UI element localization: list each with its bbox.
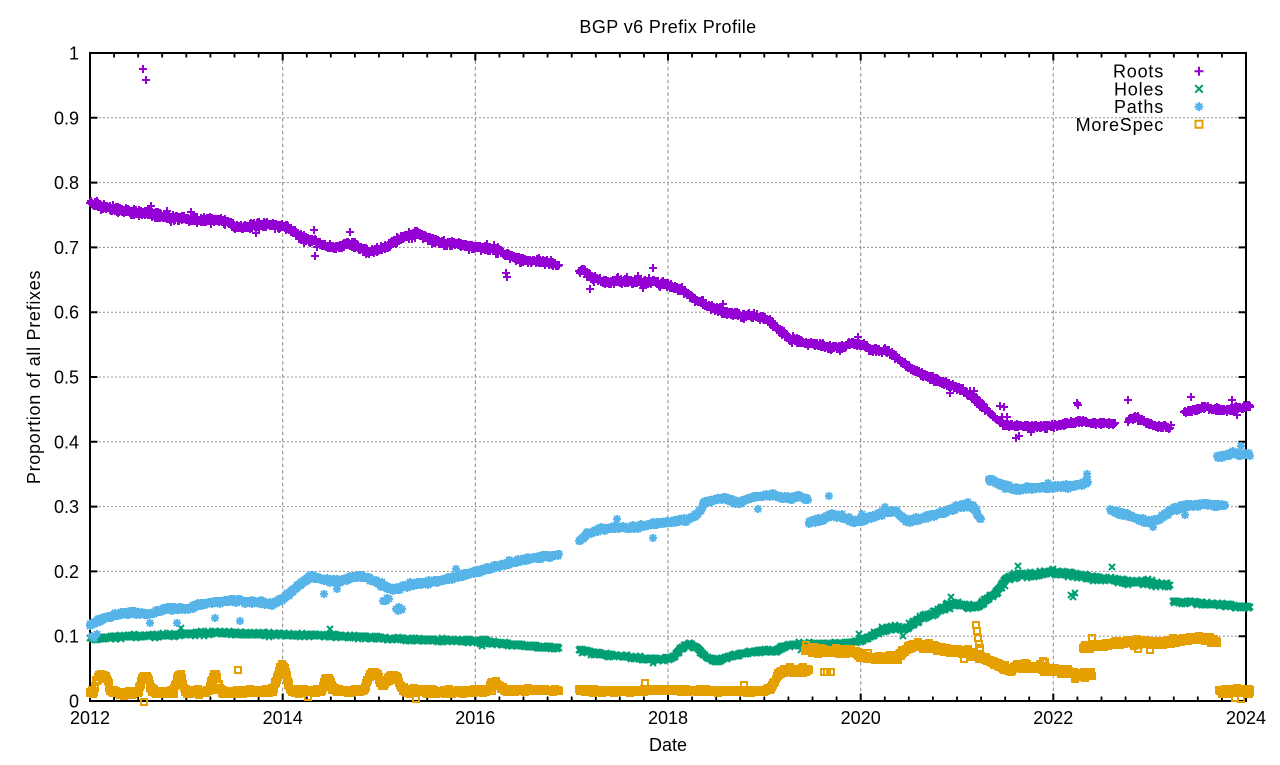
svg-text:0: 0: [69, 692, 79, 712]
svg-text:0.7: 0.7: [54, 238, 79, 258]
svg-text:2014: 2014: [263, 708, 303, 728]
svg-text:0.2: 0.2: [54, 562, 79, 582]
svg-text:BGP v6 Prefix Profile: BGP v6 Prefix Profile: [579, 17, 756, 37]
svg-text:Holes: Holes: [1114, 79, 1164, 99]
svg-text:2012: 2012: [70, 708, 110, 728]
svg-text:0.6: 0.6: [54, 303, 79, 323]
svg-text:0.4: 0.4: [54, 432, 79, 452]
svg-text:2022: 2022: [1033, 708, 1073, 728]
svg-text:Roots: Roots: [1113, 62, 1164, 82]
svg-text:1: 1: [69, 44, 79, 64]
svg-text:2024: 2024: [1226, 708, 1266, 728]
svg-text:Proportion of all Prefixes: Proportion of all Prefixes: [24, 270, 44, 484]
svg-text:0.1: 0.1: [54, 627, 79, 647]
svg-text:0.9: 0.9: [54, 108, 79, 128]
svg-text:2020: 2020: [841, 708, 881, 728]
svg-text:MoreSpec: MoreSpec: [1076, 115, 1164, 135]
svg-text:0.3: 0.3: [54, 497, 79, 517]
svg-text:Paths: Paths: [1114, 97, 1164, 117]
svg-text:2018: 2018: [648, 708, 688, 728]
svg-text:0.8: 0.8: [54, 173, 79, 193]
svg-text:2016: 2016: [455, 708, 495, 728]
svg-text:0.5: 0.5: [54, 368, 79, 388]
svg-text:Date: Date: [649, 735, 687, 755]
